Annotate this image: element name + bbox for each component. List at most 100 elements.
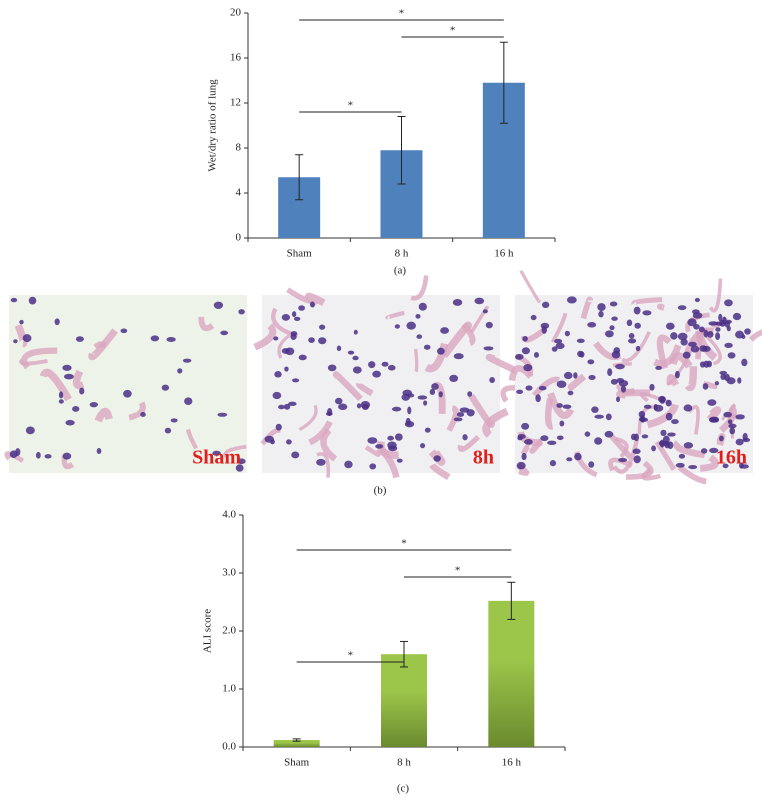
nucleus	[719, 435, 724, 442]
panel-label: (c)	[397, 783, 410, 795]
nucleus	[598, 310, 604, 318]
nucleus	[628, 333, 635, 339]
tissue	[654, 440, 677, 471]
nucleus	[607, 368, 613, 376]
nucleus	[680, 338, 688, 346]
tissue	[531, 376, 561, 398]
nucleus	[611, 316, 618, 321]
nucleus	[238, 309, 245, 315]
y-tick-label: 4	[236, 187, 242, 199]
y-tick-label: 0	[236, 232, 242, 244]
nucleus	[517, 436, 523, 441]
nucleus	[407, 393, 415, 398]
nucleus	[177, 368, 183, 374]
nucleus	[555, 342, 565, 350]
nucleus	[485, 321, 493, 329]
nucleus	[651, 445, 656, 452]
nucleus	[714, 381, 720, 386]
nucleus	[489, 376, 495, 384]
nucleus	[664, 441, 671, 449]
nucleus	[666, 322, 675, 330]
nucleus	[523, 364, 533, 372]
nucleus	[466, 409, 475, 417]
nucleus	[273, 336, 279, 341]
tissue	[708, 278, 723, 313]
tissue	[72, 369, 85, 390]
y-tick-label: 2.0	[222, 625, 236, 637]
nucleus	[579, 351, 585, 358]
nucleus	[140, 412, 146, 417]
micrograph-bg	[9, 295, 247, 473]
tissue	[609, 434, 633, 459]
nucleus	[291, 311, 297, 318]
nucleus	[352, 355, 359, 361]
tissue	[508, 365, 534, 382]
nucleus	[744, 328, 751, 335]
nucleus	[541, 326, 547, 334]
tissue	[666, 374, 680, 387]
nucleus	[164, 427, 172, 434]
nucleus	[338, 403, 348, 411]
nucleus	[308, 337, 315, 344]
nucleus	[283, 403, 291, 410]
nucleus	[237, 458, 246, 465]
nucleus	[633, 306, 641, 315]
nucleus	[709, 417, 718, 423]
y-tick-label: 4.0	[222, 509, 236, 521]
nucleus	[633, 455, 641, 464]
nucleus	[387, 435, 394, 441]
tissue	[277, 334, 291, 359]
nucleus	[615, 363, 625, 370]
nucleus	[609, 325, 615, 331]
nucleus	[538, 385, 547, 391]
nucleus	[718, 313, 723, 322]
tissue	[21, 347, 58, 370]
nucleus	[591, 406, 599, 413]
nucleus	[416, 334, 423, 339]
tissue	[608, 457, 633, 472]
nucleus	[642, 310, 652, 316]
nucleus	[634, 322, 641, 329]
nucleus	[25, 426, 35, 435]
tissue	[332, 371, 363, 402]
nucleus	[347, 350, 355, 355]
tissue	[253, 323, 277, 351]
nucleus	[319, 324, 326, 330]
nucleus	[166, 336, 176, 342]
nucleus	[58, 399, 64, 404]
bar	[488, 600, 535, 747]
nucleus	[594, 414, 604, 419]
nucleus	[706, 360, 713, 368]
nucleus	[89, 401, 99, 408]
tissue	[413, 348, 419, 373]
error-bar	[292, 738, 301, 742]
tissue	[468, 393, 495, 428]
nucleus	[375, 444, 384, 449]
nucleus	[15, 448, 21, 456]
tissue	[718, 404, 737, 433]
nucleus	[275, 423, 282, 431]
nucleus	[62, 452, 72, 460]
panel-label: (b)	[374, 485, 387, 497]
nucleus	[700, 448, 708, 454]
nucleus	[683, 442, 694, 449]
nucleus	[653, 404, 664, 412]
nucleus	[698, 326, 705, 333]
tissue	[748, 329, 762, 342]
nucleus	[535, 394, 541, 403]
tissue	[485, 353, 519, 375]
tissue	[567, 373, 587, 391]
nucleus	[587, 359, 595, 365]
tissue	[657, 303, 665, 311]
nucleus	[264, 435, 275, 443]
nucleus	[336, 345, 342, 352]
nucleus	[540, 435, 549, 442]
tissue	[677, 465, 707, 485]
error-bar	[400, 640, 408, 668]
nucleus	[719, 319, 726, 327]
nucleus	[431, 383, 439, 390]
nucleus	[212, 450, 221, 456]
nucleus	[524, 439, 533, 445]
nucleus	[525, 385, 533, 391]
y-tick-label: 12	[230, 97, 241, 109]
